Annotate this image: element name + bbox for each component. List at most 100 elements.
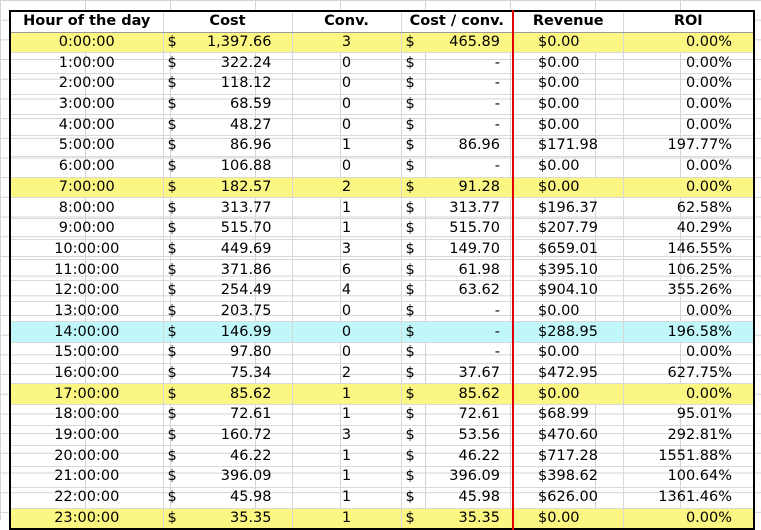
cell-conversions[interactable]: 1 — [292, 487, 402, 509]
cell-cost-per-conversion[interactable]: - — [419, 52, 515, 75]
cell-roi[interactable]: 106.25% — [623, 259, 755, 281]
cell-hour[interactable]: 9:00:00 — [10, 218, 164, 240]
cell-conversions[interactable]: 1 — [292, 508, 402, 530]
cell-revenue[interactable]: $288.95 — [513, 321, 624, 343]
cell-cpc-currency[interactable]: $ — [401, 32, 420, 54]
cell-cost-per-conversion[interactable]: - — [419, 342, 515, 364]
cell-roi[interactable]: 0.00% — [623, 32, 755, 54]
cell-roi[interactable]: 40.29% — [623, 218, 755, 240]
cell-cost-per-conversion[interactable]: 63.62 — [419, 280, 515, 302]
cell-revenue[interactable]: $0.00 — [513, 177, 624, 199]
cell-cost[interactable]: 322.24 — [182, 52, 293, 75]
cell-hour[interactable]: 7:00:00 — [10, 177, 164, 199]
cell-revenue[interactable]: $0.00 — [513, 32, 624, 54]
cell-cost-currency[interactable]: $ — [163, 52, 182, 75]
cell-cpc-currency[interactable]: $ — [401, 156, 420, 178]
cell-revenue[interactable]: $626.00 — [513, 487, 624, 509]
cell-hour[interactable]: 23:00:00 — [10, 508, 164, 530]
cell-cost-currency[interactable]: $ — [163, 301, 182, 323]
cell-cost[interactable]: 203.75 — [182, 301, 293, 323]
cell-cost-currency[interactable]: $ — [163, 466, 182, 488]
cell-cost-per-conversion[interactable]: 86.96 — [419, 135, 515, 157]
cell-roi[interactable]: 0.00% — [623, 383, 755, 406]
cell-roi[interactable]: 0.00% — [623, 508, 755, 530]
cell-revenue[interactable]: $472.95 — [513, 363, 624, 385]
cell-cost-per-conversion[interactable]: 46.22 — [419, 445, 515, 468]
cell-hour[interactable]: 3:00:00 — [10, 94, 164, 116]
cell-cost-currency[interactable]: $ — [163, 321, 182, 343]
cell-hour[interactable]: 15:00:00 — [10, 342, 164, 364]
cell-cpc-currency[interactable]: $ — [401, 301, 420, 323]
cell-cost-per-conversion[interactable]: - — [419, 156, 515, 178]
cell-cpc-currency[interactable]: $ — [401, 466, 420, 488]
cell-revenue[interactable]: $395.10 — [513, 259, 624, 281]
cell-cost[interactable]: 146.99 — [182, 321, 293, 343]
cell-cpc-currency[interactable]: $ — [401, 259, 420, 281]
cell-revenue[interactable]: $398.62 — [513, 466, 624, 488]
cell-conversions[interactable]: 4 — [292, 280, 402, 302]
cell-cost-per-conversion[interactable]: 53.56 — [419, 425, 515, 447]
cell-cost-currency[interactable]: $ — [163, 239, 182, 261]
cell-roi[interactable]: 1361.46% — [623, 487, 755, 509]
cell-revenue[interactable]: $0.00 — [513, 114, 624, 137]
cell-cost[interactable]: 118.12 — [182, 73, 293, 95]
cell-roi[interactable]: 627.75% — [623, 363, 755, 385]
cell-cpc-currency[interactable]: $ — [401, 218, 420, 240]
cell-cost-per-conversion[interactable]: 91.28 — [419, 177, 515, 199]
cell-cost[interactable]: 396.09 — [182, 466, 293, 488]
cell-revenue[interactable]: $207.79 — [513, 218, 624, 240]
cell-cost-currency[interactable]: $ — [163, 177, 182, 199]
cell-hour[interactable]: 11:00:00 — [10, 259, 164, 281]
cell-cost-currency[interactable]: $ — [163, 156, 182, 178]
cell-cost-per-conversion[interactable]: 313.77 — [419, 197, 515, 219]
cell-conversions[interactable]: 1 — [292, 404, 402, 426]
cell-conversions[interactable]: 1 — [292, 197, 402, 219]
cell-revenue[interactable]: $0.00 — [513, 73, 624, 95]
header-roi[interactable]: ROI — [623, 11, 755, 33]
cell-cost-currency[interactable]: $ — [163, 425, 182, 447]
cell-cost[interactable]: 254.49 — [182, 280, 293, 302]
cell-conversions[interactable]: 1 — [292, 466, 402, 488]
cell-cost[interactable]: 106.88 — [182, 156, 293, 178]
cell-conversions[interactable]: 1 — [292, 218, 402, 240]
cell-roi[interactable]: 0.00% — [623, 156, 755, 178]
header-hour[interactable]: Hour of the day — [10, 11, 164, 33]
cell-hour[interactable]: 20:00:00 — [10, 445, 164, 468]
cell-cpc-currency[interactable]: $ — [401, 52, 420, 75]
cell-conversions[interactable]: 3 — [292, 32, 402, 54]
cell-cost[interactable]: 160.72 — [182, 425, 293, 447]
cell-cost[interactable]: 97.80 — [182, 342, 293, 364]
cell-hour[interactable]: 17:00:00 — [10, 383, 164, 406]
cell-cost[interactable]: 46.22 — [182, 445, 293, 468]
cell-cpc-currency[interactable]: $ — [401, 363, 420, 385]
cell-cost-currency[interactable]: $ — [163, 114, 182, 137]
cell-hour[interactable]: 16:00:00 — [10, 363, 164, 385]
cell-roi[interactable]: 146.55% — [623, 239, 755, 261]
cell-cost-currency[interactable]: $ — [163, 218, 182, 240]
cell-conversions[interactable]: 0 — [292, 94, 402, 116]
cell-revenue[interactable]: $0.00 — [513, 301, 624, 323]
cell-cpc-currency[interactable]: $ — [401, 445, 420, 468]
cell-cpc-currency[interactable]: $ — [401, 280, 420, 302]
cell-roi[interactable]: 1551.88% — [623, 445, 755, 468]
cell-conversions[interactable]: 0 — [292, 52, 402, 75]
cell-cost[interactable]: 449.69 — [182, 239, 293, 261]
cell-cost[interactable]: 45.98 — [182, 487, 293, 509]
cell-cost-currency[interactable]: $ — [163, 94, 182, 116]
cell-conversions[interactable]: 0 — [292, 114, 402, 137]
cell-roi[interactable]: 0.00% — [623, 177, 755, 199]
cell-revenue[interactable]: $0.00 — [513, 94, 624, 116]
header-conversions[interactable]: Conv. — [292, 11, 402, 33]
cell-hour[interactable]: 14:00:00 — [10, 321, 164, 343]
cell-cost-currency[interactable]: $ — [163, 508, 182, 530]
cell-cost-per-conversion[interactable]: 72.61 — [419, 404, 515, 426]
cell-cost-currency[interactable]: $ — [163, 259, 182, 281]
cell-cost-currency[interactable]: $ — [163, 363, 182, 385]
cell-cpc-currency[interactable]: $ — [401, 383, 420, 406]
cell-hour[interactable]: 2:00:00 — [10, 73, 164, 95]
cell-revenue[interactable]: $171.98 — [513, 135, 624, 157]
cell-cost-currency[interactable]: $ — [163, 197, 182, 219]
cell-cost-per-conversion[interactable]: - — [419, 114, 515, 137]
cell-cpc-currency[interactable]: $ — [401, 177, 420, 199]
cell-cpc-currency[interactable]: $ — [401, 135, 420, 157]
